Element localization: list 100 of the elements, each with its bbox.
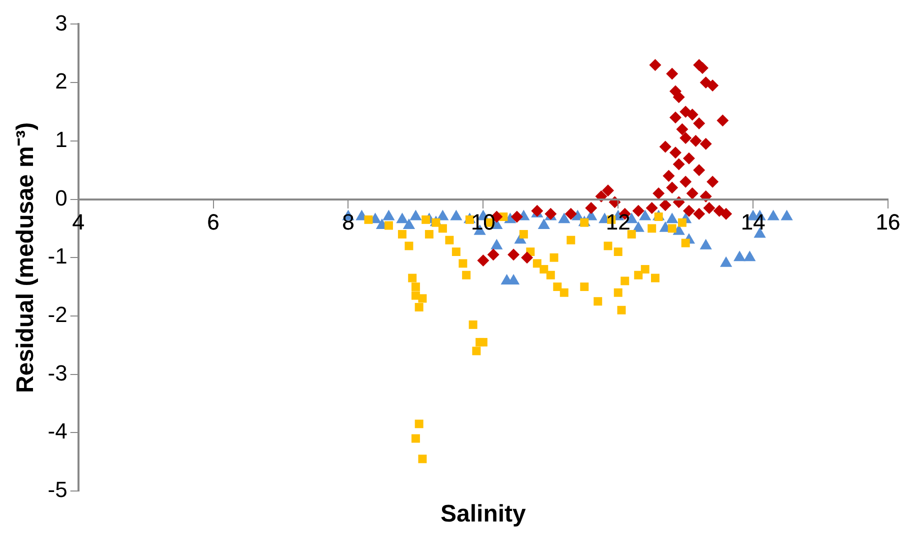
point	[468, 320, 478, 329]
point	[510, 210, 523, 223]
y-tick-label: 1	[55, 126, 68, 152]
point	[472, 346, 481, 356]
point	[422, 215, 430, 224]
point	[614, 248, 622, 256]
point	[668, 224, 676, 233]
point	[634, 270, 643, 280]
point	[585, 202, 598, 214]
point	[408, 274, 417, 282]
point	[659, 199, 672, 212]
y-tick-label: -2	[48, 302, 68, 328]
point	[424, 230, 434, 239]
y-tick-label: -3	[48, 360, 68, 386]
point	[566, 236, 576, 244]
point	[682, 204, 695, 217]
point	[521, 252, 534, 264]
point	[462, 270, 471, 280]
point	[519, 230, 528, 239]
point	[690, 134, 702, 147]
point	[550, 253, 558, 262]
point	[538, 218, 550, 230]
y-axis-title: Residual (medusae m⁻³)	[12, 122, 40, 393]
point	[682, 152, 695, 164]
point	[604, 242, 612, 250]
point	[414, 302, 424, 312]
point	[640, 265, 650, 274]
point	[614, 288, 622, 297]
point	[706, 176, 719, 188]
point	[680, 132, 692, 144]
point	[720, 208, 732, 220]
point	[477, 254, 490, 267]
point	[384, 221, 393, 230]
point	[418, 454, 427, 464]
point	[404, 242, 414, 250]
point	[620, 276, 630, 286]
point	[669, 112, 682, 124]
point	[681, 238, 690, 248]
point	[508, 248, 520, 261]
point	[693, 117, 706, 130]
point	[686, 108, 698, 121]
point	[487, 248, 500, 261]
point	[632, 204, 644, 217]
point	[414, 420, 424, 428]
point	[540, 265, 548, 274]
point	[662, 170, 675, 182]
point	[458, 259, 468, 268]
point	[602, 184, 614, 196]
point	[617, 306, 626, 314]
point	[546, 270, 555, 280]
point	[703, 202, 716, 214]
point	[532, 259, 542, 268]
point	[452, 248, 460, 256]
y-tick-label: 3	[55, 10, 68, 36]
point	[700, 138, 712, 150]
point	[438, 224, 447, 233]
point	[418, 294, 427, 303]
point	[478, 338, 488, 346]
point	[564, 208, 577, 220]
point	[648, 224, 656, 233]
y-tick-label: -1	[48, 244, 68, 269]
point	[716, 114, 729, 126]
point	[402, 218, 416, 230]
point	[652, 187, 665, 200]
point	[744, 250, 756, 262]
point	[672, 158, 685, 170]
point	[734, 250, 746, 262]
point	[686, 187, 698, 200]
y-tick-label: -4	[48, 418, 68, 444]
point	[560, 288, 568, 297]
point	[672, 91, 685, 104]
point	[411, 282, 420, 292]
point	[659, 140, 672, 153]
x-tick-label: 6	[207, 210, 220, 235]
x-axis-title: Salinity	[440, 500, 527, 528]
point	[680, 176, 692, 188]
point	[580, 282, 589, 292]
point	[666, 182, 678, 194]
y-tick-label: 2	[55, 68, 68, 94]
point	[676, 123, 688, 136]
y-tick-label: -5	[48, 477, 68, 502]
point	[693, 164, 706, 176]
point	[666, 68, 678, 80]
point	[398, 230, 406, 239]
point	[432, 218, 440, 227]
point	[649, 59, 662, 72]
x-tick-label: 4	[72, 210, 84, 235]
point	[646, 202, 658, 214]
point	[706, 79, 719, 92]
point	[669, 146, 682, 159]
point	[594, 297, 602, 306]
point	[553, 282, 562, 292]
point	[364, 215, 373, 224]
point	[411, 434, 420, 443]
point	[445, 236, 454, 244]
point	[693, 208, 706, 220]
point	[678, 218, 686, 227]
x-tick-label: 16	[876, 210, 900, 235]
point	[650, 274, 660, 282]
point	[627, 230, 636, 239]
